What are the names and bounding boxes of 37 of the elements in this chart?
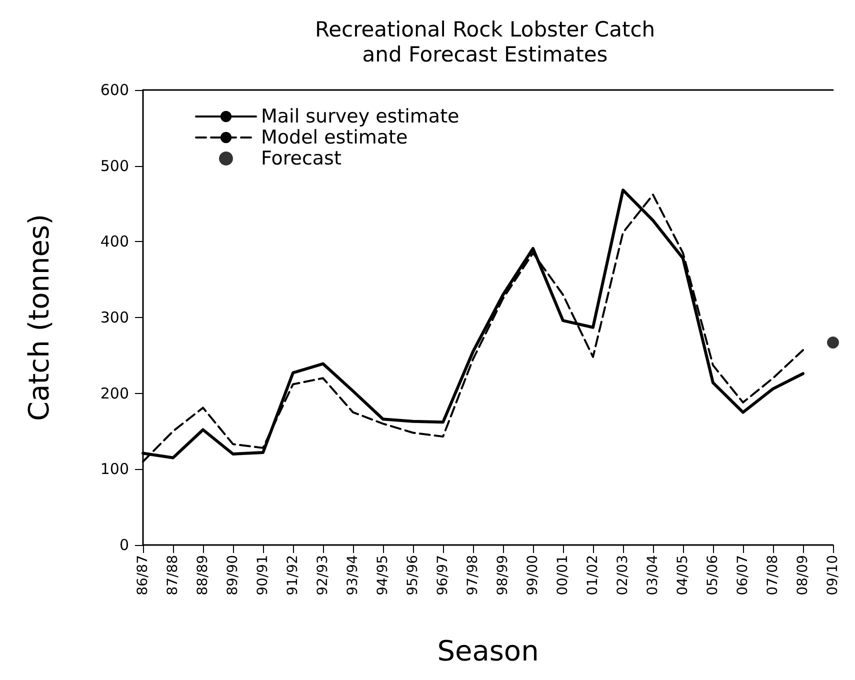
legend-label: Model estimate (261, 126, 408, 148)
x-tick-label: 06/07 (735, 555, 751, 596)
x-tick-label: 90/91 (255, 555, 271, 596)
x-tick-label: 96/97 (435, 555, 451, 596)
x-tick-label: 02/03 (615, 555, 631, 596)
y-tick-label: 300 (100, 308, 129, 326)
x-tick-label: 07/08 (765, 555, 781, 596)
x-tick-label: 03/04 (645, 554, 661, 596)
y-tick-label: 500 (100, 156, 129, 175)
x-tick-label: 91/92 (285, 555, 301, 596)
x-tick-label: 88/89 (195, 555, 211, 596)
x-tick-label: 01/02 (585, 555, 601, 596)
x-tick-label: 04/05 (675, 555, 691, 596)
x-tick-label: 08/09 (795, 555, 811, 596)
x-tick-label: 87/88 (165, 555, 181, 596)
x-tick-label: 86/87 (135, 555, 151, 596)
x-tick-label: 92/93 (315, 555, 331, 596)
x-tick-label: 93/94 (345, 554, 361, 596)
x-tick-label: 00/01 (555, 555, 571, 596)
y-tick-label: 400 (100, 232, 129, 251)
x-tick-label: 05/06 (705, 554, 721, 596)
x-tick-label: 09/10 (825, 555, 841, 596)
x-axis-title: Season (437, 634, 539, 668)
x-tick-label: 98/99 (495, 555, 511, 596)
x-tick-label: 94/95 (375, 555, 391, 596)
x-tick-label: 95/96 (405, 554, 421, 596)
y-axis-title: Catch (tonnes) (22, 214, 56, 421)
y-tick-label: 0 (119, 536, 129, 554)
x-tick-label: 89/90 (225, 555, 241, 596)
y-tick-label: 200 (100, 384, 129, 402)
x-tick-label: 99/00 (525, 555, 541, 596)
y-tick-label: 100 (100, 460, 129, 478)
legend-label: Mail survey estimate (261, 106, 460, 128)
chart-title: Recreational Rock Lobster Catch and Forecast Estimates (314, 18, 656, 66)
y-tick-label: 600 (100, 81, 129, 99)
x-tick-label: 97/98 (465, 555, 481, 596)
legend-label: Forecast (261, 148, 342, 170)
